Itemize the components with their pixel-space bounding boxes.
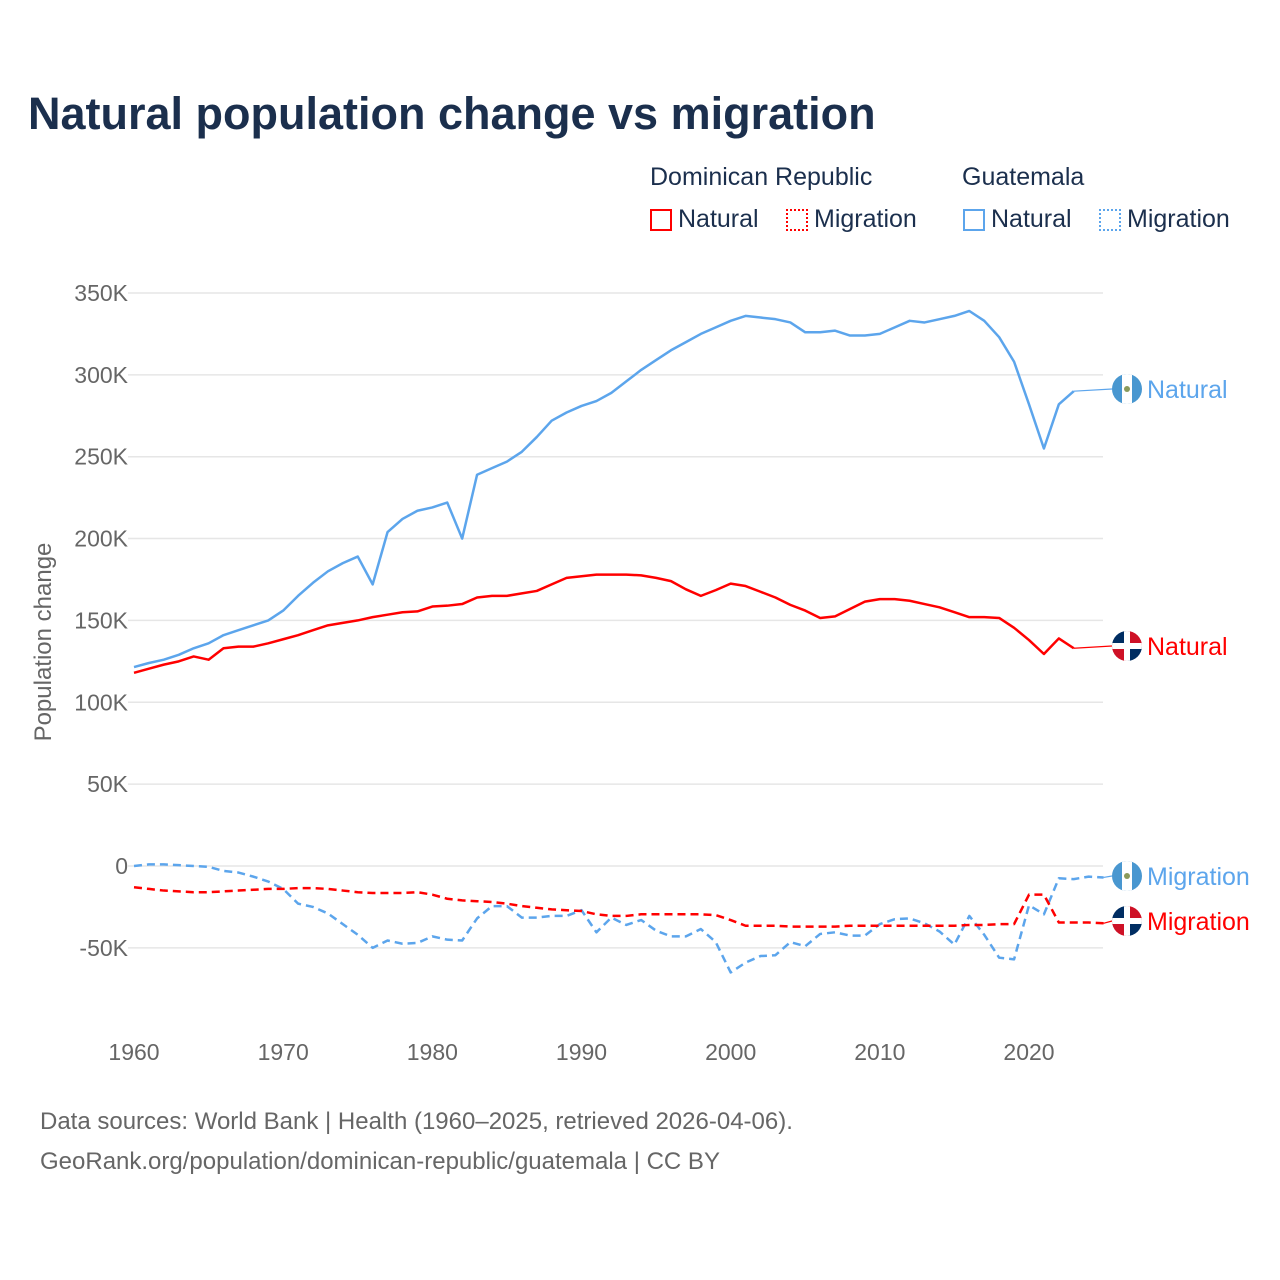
flag-body — [1112, 861, 1142, 891]
series-end-label: Natural — [1147, 376, 1228, 404]
flag-body — [1112, 374, 1142, 404]
legend-label: Migration — [814, 205, 917, 233]
series-end-label: Migration — [1147, 908, 1250, 936]
y-tick-label: 50K — [87, 771, 129, 797]
flag-body — [1112, 906, 1142, 936]
y-axis-label: Population change — [30, 543, 57, 742]
series-line-guatemala-migration — [133, 863, 1104, 974]
y-tick-label: 200K — [74, 526, 128, 552]
x-tick-label: 1960 — [108, 1039, 159, 1065]
legend-group-dominican-republic: Dominican Republic — [650, 163, 873, 191]
x-tick-label: 2020 — [1003, 1039, 1054, 1065]
legend-swatch-solid — [650, 208, 672, 231]
flag-emblem — [1124, 386, 1130, 392]
legend-item-gt-natural[interactable]: Natural — [963, 205, 1072, 234]
guatemala-flag-icon — [1112, 861, 1142, 891]
legend-label: Natural — [678, 205, 759, 233]
legend-item-gt-migration[interactable]: Migration — [1099, 205, 1230, 234]
legend-swatch-dotted — [786, 208, 808, 231]
y-tick-label: 350K — [74, 280, 128, 306]
series-label-connector — [1103, 875, 1113, 879]
legend-group-guatemala: Guatemala — [962, 163, 1085, 191]
series-line-guatemala-natural — [133, 309, 1075, 669]
y-tick-label: 0 — [115, 853, 128, 879]
guatemala-flag-icon — [1112, 374, 1142, 404]
chart-title: Natural population change vs migration — [28, 88, 876, 139]
series-end-label: Migration — [1147, 863, 1250, 891]
y-tick-label: 250K — [74, 444, 128, 470]
series-line-dominican-republic-migration — [133, 886, 1104, 928]
series-label-connector — [1073, 388, 1113, 392]
legend-item-dr-natural[interactable]: Natural — [650, 205, 759, 234]
y-tick-label: -50K — [79, 935, 128, 961]
x-tick-label: 2010 — [854, 1039, 905, 1065]
series-label-connector — [1103, 920, 1113, 924]
flag-emblem — [1124, 873, 1130, 879]
series-label-connector — [1073, 645, 1113, 649]
legend-swatch-solid — [963, 208, 985, 231]
flag-cross — [1112, 918, 1142, 924]
y-tick-label: 150K — [74, 607, 128, 633]
x-tick-label: 1990 — [556, 1039, 607, 1065]
legend-label: Migration — [1127, 205, 1230, 233]
x-tick-label: 1970 — [258, 1039, 309, 1065]
flag-body — [1112, 631, 1142, 661]
flag-cross — [1112, 643, 1142, 649]
dominican-republic-flag-icon — [1112, 906, 1142, 936]
x-tick-label: 1980 — [407, 1039, 458, 1065]
x-tick-label: 2000 — [705, 1039, 756, 1065]
legend-swatch-dotted — [1099, 208, 1121, 231]
y-tick-label: 300K — [74, 362, 128, 388]
dominican-republic-flag-icon — [1112, 631, 1142, 661]
series-end-label: Natural — [1147, 633, 1228, 661]
y-tick-label: 100K — [74, 689, 128, 715]
legend-item-dr-migration[interactable]: Migration — [786, 205, 917, 234]
footer-sources: Data sources: World Bank | Health (1960–… — [40, 1108, 793, 1135]
legend-label: Natural — [991, 205, 1072, 233]
footer-link[interactable]: GeoRank.org/population/dominican-republi… — [40, 1148, 720, 1175]
series-line-dominican-republic-natural — [133, 573, 1075, 675]
